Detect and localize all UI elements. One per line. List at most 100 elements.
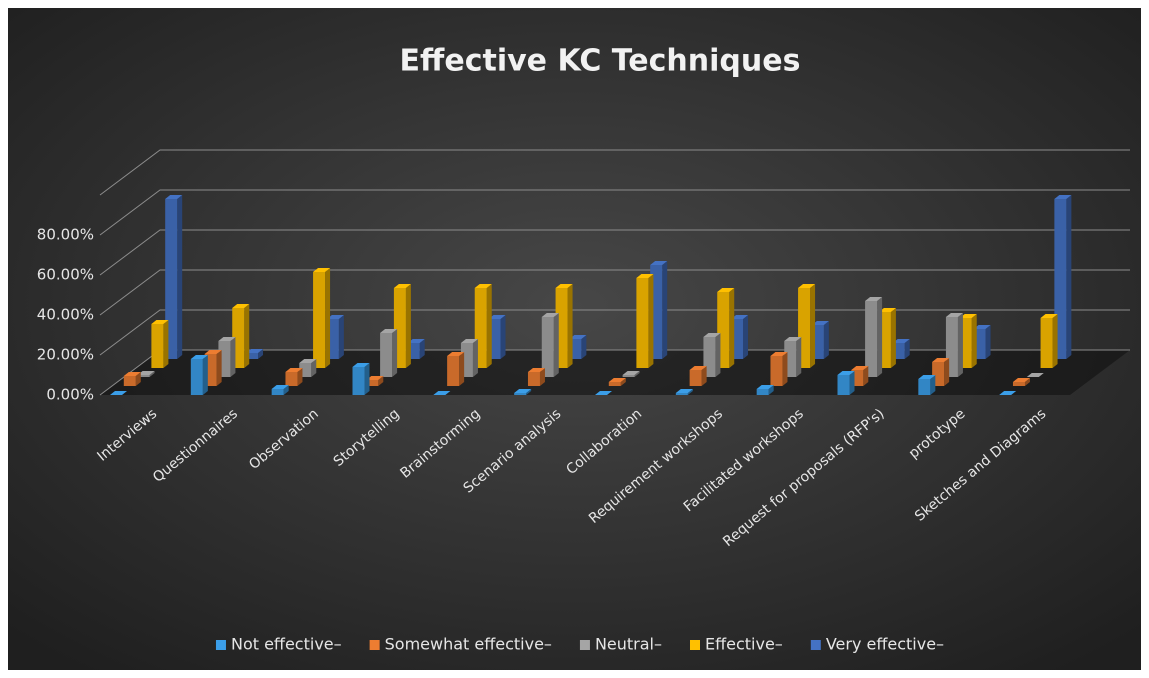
bar [622,375,635,377]
bar-top [756,385,774,389]
bar-top [878,308,896,312]
bar-side [930,375,936,395]
bar-side [944,358,950,386]
legend-label: Very effective– [826,635,944,654]
bar-side [687,389,693,395]
bar-top [246,349,264,353]
bar-side [392,329,398,377]
bar-side [459,352,465,386]
bar-top [137,371,155,375]
bar-top [945,313,963,317]
bar-top [488,315,506,319]
bar-top [407,339,425,343]
bar-side [500,315,506,359]
bar-top [326,315,344,319]
bar [380,333,393,377]
legend-label: Somewhat effective– [385,635,552,654]
bar-top [770,352,788,356]
y-tick-label: 60.00% [37,266,94,284]
legend: Not effective– Somewhat effective– Neutral… [215,635,944,654]
bar [608,382,621,386]
bar-side [849,371,855,395]
bar-side [177,195,183,359]
bar-top [165,195,183,199]
bar-top [299,359,317,363]
legend-swatch [215,640,226,650]
bar-top [851,366,869,370]
bar-top [798,284,816,288]
bar [137,375,150,377]
bar-side [782,352,788,386]
bar [541,317,554,377]
y-tick-label: 80.00% [37,226,94,244]
bar-side [135,372,141,386]
bar [918,379,931,395]
bar-side [258,349,264,359]
bar-top [460,339,478,343]
bar-top [352,363,370,367]
bar-top [285,368,303,372]
bar-side [297,368,303,386]
bar-side [405,284,411,368]
bar-top [204,350,222,354]
bar-top [865,297,883,301]
bar [271,389,284,395]
bar-side [715,333,721,377]
bar [447,356,460,386]
bar-top [650,261,668,265]
bar [366,380,379,386]
bar-top [474,284,492,288]
bar-side [419,339,425,359]
bar-side [283,385,289,395]
bar [352,367,365,395]
bar-top [689,366,707,370]
bar [636,278,649,368]
bar-side [620,378,626,386]
bar-side [1052,314,1058,368]
bar-top [608,378,626,382]
chart-title: Effective KC Techniques [400,44,801,79]
bar-side [768,385,774,395]
bar [756,389,769,395]
bar-top [717,288,735,292]
bar-top [731,315,749,319]
bar [151,324,164,368]
bar-side [553,313,559,377]
bar-side [863,366,869,386]
bar-top [1054,195,1072,199]
bar-top [271,385,289,389]
bar-top [595,391,612,395]
bar-side [1066,195,1072,359]
bar-side [985,325,991,359]
legend-swatch [579,640,590,650]
bar-top [811,321,829,325]
bar [865,301,878,377]
grid-line [99,229,1130,276]
bar-top [190,355,208,359]
grid-line [99,189,1130,236]
bar-top [932,358,950,362]
bar-top [675,389,693,393]
bar [1040,318,1053,368]
bar [837,375,850,395]
bar [689,370,702,386]
bar [123,376,136,386]
bar-top [232,304,250,308]
legend-label: Neutral– [595,635,662,654]
bar-top [514,389,532,393]
bar-side [877,297,883,377]
bar-side [810,284,816,368]
y-tick-label: 40.00% [37,306,94,324]
bar-top [151,320,169,324]
bar-top [366,376,384,380]
bar-top [569,335,587,339]
bar-side [971,314,977,368]
bar [1012,382,1025,386]
grid-line [99,149,1130,196]
bar-side [823,321,829,359]
bar-side [163,320,169,368]
bar-top [380,329,398,333]
bar-top [1040,314,1058,318]
bar [165,199,178,359]
